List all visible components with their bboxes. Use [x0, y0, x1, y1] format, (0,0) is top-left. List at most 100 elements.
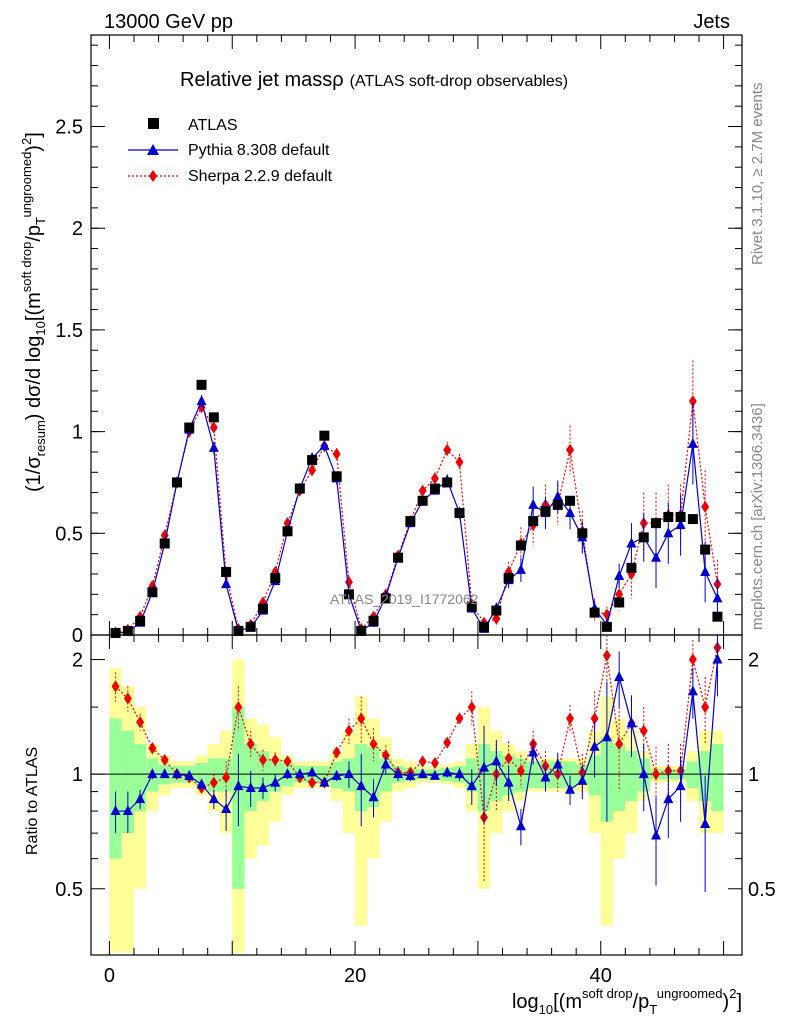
pythia-ratio-point — [614, 670, 625, 681]
atlas-data-point — [331, 471, 342, 482]
sherpa-main-point — [455, 456, 464, 469]
pythia-ratio-point — [135, 793, 146, 804]
pythia-ratio-point — [184, 769, 195, 780]
sherpa-main-point — [566, 443, 575, 456]
pythia-ratio-point — [479, 761, 490, 772]
pythia-ratio-point — [282, 768, 293, 779]
pythia-ratio-point — [589, 740, 600, 751]
atlas-data-point — [466, 601, 477, 612]
atlas-data-point — [257, 603, 268, 614]
ratio-band-inner — [686, 761, 700, 788]
sherpa-ratio-point — [332, 746, 341, 759]
sherpa-main-point — [332, 447, 341, 460]
sherpa-ratio-point — [602, 649, 611, 662]
sherpa-ratio-point — [504, 752, 513, 765]
legend-pythia-marker — [147, 144, 159, 155]
atlas-data-point — [479, 621, 490, 632]
pythia-ratio-point — [270, 776, 281, 787]
ratio-band-inner — [613, 744, 626, 812]
pythia-ratio-point — [393, 768, 404, 779]
pythia-ratio-point — [405, 769, 416, 780]
sherpa-ratio-point — [308, 776, 317, 789]
labels: 13000 GeV pp Jets Relative jet massρ (ATL… — [19, 11, 766, 1017]
atlas-data-point — [663, 512, 674, 523]
sherpa-ratio-point — [357, 712, 366, 725]
ratio-y-tick-label: 1 — [72, 764, 83, 786]
atlas-data-point — [614, 597, 625, 608]
sherpa-ratio-point — [111, 680, 120, 693]
legend-pythia-label: Pythia 8.308 default — [188, 142, 330, 159]
sherpa-ratio-point — [639, 724, 648, 737]
sherpa-ratio-point — [688, 653, 697, 666]
sherpa-main-point — [688, 395, 697, 408]
pythia-main-point — [626, 537, 637, 548]
pythia-main-point — [712, 592, 723, 603]
main-plot-frame: 0 0.5 1 1.5 2 2.5 — [55, 34, 743, 647]
atlas-data-point — [343, 589, 354, 600]
atlas-data-point — [601, 621, 612, 632]
x-tick-label: 20 — [344, 965, 366, 987]
sherpa-ratio-point — [566, 712, 575, 725]
pythia-ratio-point — [626, 717, 637, 728]
rivet-info: Rivet 3.1.10, ≥ 2.7M events — [749, 83, 766, 266]
sherpa-ratio-point — [701, 701, 710, 714]
y-tick-label: 0.5 — [55, 523, 83, 545]
pythia-ratio-point — [700, 817, 711, 828]
sherpa-ratio-point — [283, 755, 292, 768]
sherpa-main-point — [430, 472, 439, 485]
ratio-y-tick-label-right: 0.5 — [748, 879, 776, 901]
legend-sherpa-label: Sherpa 2.2.9 default — [188, 168, 333, 185]
atlas-data-point — [368, 615, 379, 626]
pythia-ratio-point — [307, 766, 318, 777]
pythia-ratio-point — [343, 768, 354, 779]
sherpa-ratio-point — [430, 756, 439, 769]
pythia-main-point — [552, 490, 563, 501]
sherpa-main-point — [615, 588, 624, 601]
pythia-ratio-point — [651, 829, 662, 840]
pythia-ratio-point — [331, 769, 342, 780]
ratio-y-tick-label-right: 1 — [748, 764, 759, 786]
ratio-band-inner — [109, 718, 122, 859]
atlas-data-point — [184, 422, 195, 433]
atlas-data-point — [147, 587, 158, 598]
sherpa-ratio-point — [246, 738, 255, 751]
pythia-ratio-point — [429, 769, 440, 780]
pythia-ratio-point — [442, 766, 453, 777]
pythia-ratio-point — [601, 731, 612, 742]
atlas-data-point — [307, 455, 318, 466]
sherpa-ratio-point — [123, 692, 132, 705]
pythia-ratio-point — [577, 774, 588, 785]
header-left: 13000 GeV pp — [104, 11, 233, 33]
series-layer — [110, 360, 723, 893]
atlas-data-point — [110, 627, 121, 638]
sherpa-ratio-point — [467, 701, 476, 714]
ratio-y-axis-label: Ratio to ATLAS — [24, 747, 41, 855]
pythia-ratio-point — [245, 781, 256, 792]
pythia-main-point — [196, 395, 207, 406]
atlas-data-point — [552, 499, 563, 510]
sherpa-ratio-point — [222, 771, 231, 784]
pythia-main-point — [700, 565, 711, 576]
pythia-ratio-point — [540, 771, 551, 782]
pythia-ratio-point — [528, 746, 539, 757]
atlas-data-point — [429, 483, 440, 494]
pythia-ratio-point — [171, 768, 182, 779]
y-axis-label: (1/σresum) dσ/d log10[(msoft drop/pTungr… — [19, 132, 48, 492]
atlas-data-point — [442, 477, 453, 488]
ratio-y-tick-label: 2 — [72, 650, 83, 672]
atlas-data-point — [270, 573, 281, 584]
y-tick-label: 0 — [72, 625, 83, 647]
sherpa-ratio-point — [615, 738, 624, 751]
pythia-ratio-point — [712, 653, 723, 664]
sherpa-ratio-point — [418, 755, 427, 768]
atlas-data-point — [122, 625, 133, 636]
sherpa-main-point — [344, 576, 353, 589]
ratio-y-tick-label-right: 2 — [748, 650, 759, 672]
pythia-ratio-point — [675, 780, 686, 791]
pythia-ratio-point — [466, 780, 477, 791]
atlas-data-point — [171, 477, 182, 488]
atlas-data-point — [208, 412, 219, 423]
sherpa-ratio-point — [590, 712, 599, 725]
atlas-data-point — [319, 430, 330, 441]
